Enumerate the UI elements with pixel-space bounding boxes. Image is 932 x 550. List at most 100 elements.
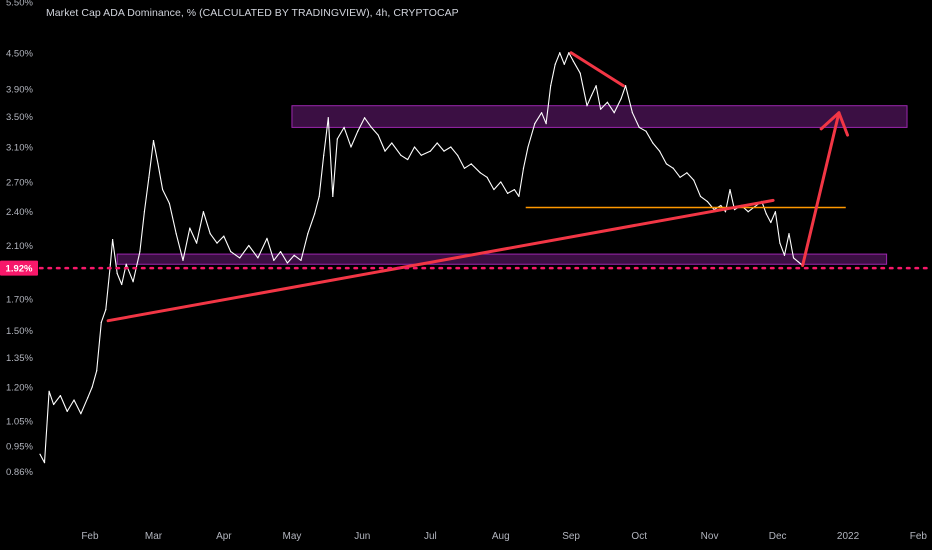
price-marker-badge	[0, 260, 38, 276]
series-point-37	[257, 257, 259, 259]
series-point-107	[699, 195, 702, 198]
series-layer	[39, 52, 804, 464]
x-tick-label-7: Sep	[562, 531, 580, 542]
series-point-69	[470, 163, 472, 165]
series-point-72	[493, 188, 495, 191]
series-point-21	[148, 176, 150, 178]
series-point-27	[182, 259, 184, 261]
series-point-25	[168, 202, 170, 205]
series-point-54	[363, 117, 366, 119]
zone-1	[116, 253, 888, 265]
series-point-58	[391, 142, 393, 144]
series-point-75	[513, 188, 515, 191]
series-point-84	[559, 52, 561, 54]
series-point-65	[443, 150, 445, 152]
series-point-33	[223, 235, 225, 237]
drawing-layer	[106, 51, 850, 323]
series-point-4	[59, 395, 62, 397]
arrow-head-2	[819, 111, 850, 137]
price-marker: 1.92%	[0, 260, 932, 276]
x-tick-label-9: Nov	[701, 531, 719, 542]
series-point-112	[729, 188, 731, 191]
series-point-94	[613, 112, 615, 114]
y-tick-label-11: 1.20%	[6, 383, 33, 394]
series-point-111	[724, 211, 727, 213]
zone-0	[291, 105, 908, 128]
series-point-104	[679, 176, 681, 178]
series-point-44	[307, 233, 309, 235]
series-point-66	[450, 146, 452, 148]
series-point-28	[189, 227, 191, 229]
series-point-82	[550, 85, 552, 87]
trendline-0	[106, 198, 775, 323]
series-point-57	[384, 150, 386, 152]
y-axis[interactable]: 5.50% 4.50% 3.90% 3.50% 3.10% 2.70% 2.40% 2.10%…	[6, 0, 33, 478]
series-point-53	[357, 130, 359, 132]
x-tick-label-8: Oct	[631, 531, 647, 542]
y-tick-label-13: 0.95%	[6, 442, 33, 453]
series-point-105	[686, 172, 688, 174]
series-point-96	[624, 85, 627, 87]
series-point-102	[665, 163, 668, 165]
series-point-118	[765, 213, 767, 215]
series-point-79	[534, 123, 536, 125]
series-point-100	[652, 142, 654, 144]
x-tick-label-6: Aug	[492, 531, 510, 542]
series-point-3	[53, 403, 55, 406]
y-tick-label-8: 1.70%	[6, 294, 33, 305]
series-point-67	[457, 154, 459, 156]
y-tick-label-5: 2.70%	[6, 177, 33, 188]
series-point-124	[792, 257, 795, 259]
series-point-122	[783, 254, 786, 256]
y-tick-label-12: 1.05%	[6, 416, 33, 427]
series-point-11	[100, 321, 102, 323]
series-point-92	[600, 108, 602, 110]
series-point-15	[116, 272, 118, 275]
series-point-74	[506, 192, 509, 195]
series-point-12	[105, 308, 107, 311]
series-point-43	[300, 259, 302, 261]
x-tick-label-0: Feb	[81, 531, 99, 542]
series-point-23	[157, 163, 159, 165]
series-point-52	[350, 146, 352, 148]
series-point-83	[554, 63, 556, 65]
series-point-45	[314, 213, 316, 215]
price-marker-label: 1.92%	[6, 264, 33, 275]
series-point-70	[479, 172, 481, 174]
series-point-113	[733, 209, 736, 211]
y-tick-label-10: 1.35%	[6, 353, 33, 364]
series-point-35	[239, 257, 241, 259]
series-point-76	[518, 195, 520, 198]
series-point-29	[196, 242, 198, 244]
series-point-125	[797, 261, 799, 263]
series-point-115	[747, 211, 749, 213]
series-point-22	[152, 139, 155, 142]
series-point-55	[370, 126, 372, 128]
series-point-56	[377, 134, 379, 136]
series-point-71	[486, 176, 488, 178]
series-point-48	[327, 117, 329, 119]
series-point-106	[693, 179, 695, 181]
series-point-81	[545, 123, 547, 125]
series-point-2	[48, 390, 50, 392]
series-point-86	[568, 52, 570, 54]
series-point-39	[273, 259, 275, 261]
series-point-17	[125, 263, 127, 265]
series-point-91	[595, 85, 597, 87]
arrow-line-2	[801, 111, 841, 268]
series-point-18	[132, 281, 134, 283]
series-point-41	[286, 262, 288, 264]
series-point-47	[323, 154, 325, 156]
series-point-26	[175, 233, 177, 235]
series-point-13	[109, 263, 111, 265]
x-tick-label-1: Mar	[145, 531, 163, 542]
series-point-87	[572, 60, 574, 62]
y-tick-label-1: 4.50%	[6, 48, 33, 59]
series-point-120	[774, 211, 776, 213]
x-axis[interactable]: Feb Mar Apr May Jun Jul Aug Sep Oct Nov Dec 2022 Feb	[81, 531, 927, 542]
series-point-36	[248, 244, 250, 247]
y-tick-label-6: 2.40%	[6, 207, 33, 218]
series-point-64	[436, 142, 438, 144]
y-tick-label-2: 3.90%	[6, 84, 33, 95]
